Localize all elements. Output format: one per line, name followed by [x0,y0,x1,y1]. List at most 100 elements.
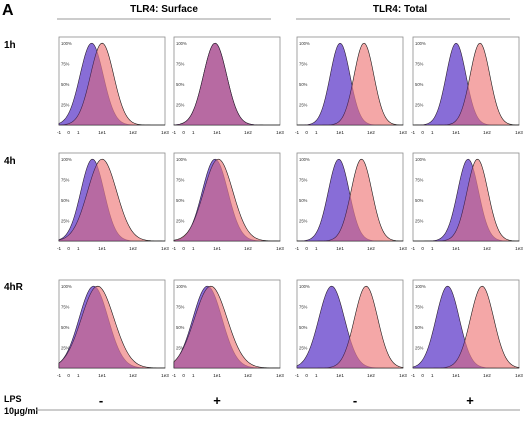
panel-1h-3: 25% 50% 75% 100% -1 0 1 1e1 1e2 1e3 [295,36,407,135]
histogram-overlap [59,43,165,125]
panel-4h-4: 25% 50% 75% 100% -1 0 1 1e1 1e2 1e3 [411,152,523,251]
x-tick-label: 0 [182,373,185,378]
x-tick-label: 1e3 [399,246,407,251]
histogram-panels: 25% 50% 75% 100% -1 0 1 1e1 1e2 1e3 25% 50% 75% 100% -… [57,36,523,378]
panel-letter: A [2,2,14,19]
x-tick-label: 1 [315,246,318,251]
x-tick-label: 1 [77,246,80,251]
x-tick-label: 1 [315,373,318,378]
x-tick-label: 0 [421,130,424,135]
x-tick-label: 1e3 [515,373,523,378]
x-tick-label: 0 [421,373,424,378]
x-tick-label: 1 [431,130,434,135]
x-tick-label: 1e2 [483,373,491,378]
x-tick-label: -1 [57,246,62,251]
group-title-total: TLR4: Total [373,4,427,15]
x-tick-label: 0 [182,246,185,251]
x-tick-label: 1e3 [161,373,169,378]
y-tick-label: 25% [61,346,70,351]
x-tick-label: -1 [172,373,177,378]
panel-1h-4: 25% 50% 75% 100% -1 0 1 1e1 1e2 1e3 [411,36,523,135]
panel-4hR-2: 25% 50% 75% 100% -1 0 1 1e1 1e2 1e3 [172,279,284,378]
histogram-red [58,285,166,369]
condition-unit: 10μg/ml [4,406,38,416]
x-tick-label: -1 [295,373,300,378]
panel-4hR-3: 25% 50% 75% 100% -1 0 1 1e1 1e2 1e3 [295,279,407,378]
x-tick-label: 1e2 [129,130,137,135]
lps-sign-col1: - [99,393,103,408]
y-tick-label: 100% [299,284,310,289]
x-tick-label: 0 [305,373,308,378]
y-tick-label: 50% [61,325,70,330]
y-tick-label: 50% [176,198,185,203]
y-tick-label: 50% [415,325,424,330]
x-tick-label: 1e1 [98,246,106,251]
panel-1h-1: 25% 50% 75% 100% -1 0 1 1e1 1e2 1e3 [57,36,169,135]
x-tick-label: 1e1 [98,373,106,378]
lps-sign-col3: - [353,393,357,408]
y-tick-label: 50% [176,325,185,330]
x-tick-label: -1 [295,130,300,135]
y-tick-label: 100% [299,41,310,46]
y-tick-label: 25% [299,103,308,108]
x-tick-label: 1e1 [336,373,344,378]
histogram-overlap [413,43,519,125]
y-tick-label: 75% [415,178,424,183]
histogram-overlap [174,286,280,368]
histogram-red [297,285,404,369]
y-tick-label: 25% [415,346,424,351]
y-tick-label: 75% [61,62,70,67]
x-tick-label: 1e1 [452,130,460,135]
x-tick-label: 0 [305,130,308,135]
y-tick-label: 50% [176,82,185,87]
x-tick-label: 1e1 [213,246,221,251]
x-tick-label: 1e2 [483,246,491,251]
histogram-overlap [413,286,519,368]
y-tick-label: 25% [176,103,185,108]
y-tick-label: 100% [61,157,72,162]
y-tick-label: 75% [299,305,308,310]
x-tick-label: 1e2 [244,246,252,251]
row-label-1h: 1h [4,40,16,51]
y-tick-label: 100% [176,157,187,162]
x-tick-label: 1e3 [399,130,407,135]
x-tick-label: 1 [315,130,318,135]
x-tick-label: 1e3 [515,130,523,135]
x-tick-label: 1e2 [367,130,375,135]
x-tick-label: 0 [67,246,70,251]
histogram-overlap [297,159,403,241]
panel-4h-2: 25% 50% 75% 100% -1 0 1 1e1 1e2 1e3 [172,152,284,251]
histogram-overlap [174,159,280,241]
y-tick-label: 100% [299,157,310,162]
y-tick-label: 75% [61,305,70,310]
panel-4hR-4: 25% 50% 75% 100% -1 0 1 1e1 1e2 1e3 [411,279,523,378]
x-tick-label: 1e2 [129,246,137,251]
histogram-red [413,42,520,126]
x-tick-label: 1e1 [213,130,221,135]
y-tick-label: 25% [299,219,308,224]
histogram-red [58,158,166,242]
x-tick-label: 1e2 [244,373,252,378]
histogram-overlap [59,286,165,368]
x-tick-label: 1 [77,130,80,135]
y-tick-label: 75% [176,62,185,67]
x-tick-label: 1e1 [98,130,106,135]
row-label-4h: 4h [4,156,16,167]
x-tick-label: 0 [67,130,70,135]
x-tick-label: 1 [431,246,434,251]
x-tick-label: 1e2 [367,246,375,251]
x-tick-label: 1 [431,373,434,378]
x-tick-label: 1e3 [276,373,284,378]
x-tick-label: 1e1 [452,246,460,251]
y-tick-label: 50% [61,82,70,87]
x-tick-label: 1e1 [213,373,221,378]
x-tick-label: -1 [57,373,62,378]
y-tick-label: 100% [176,284,187,289]
x-tick-label: 1e3 [161,246,169,251]
y-tick-label: 100% [61,284,72,289]
x-tick-label: -1 [295,246,300,251]
x-tick-label: -1 [57,130,62,135]
y-tick-label: 75% [415,62,424,67]
x-tick-label: 0 [67,373,70,378]
x-tick-label: -1 [172,130,177,135]
